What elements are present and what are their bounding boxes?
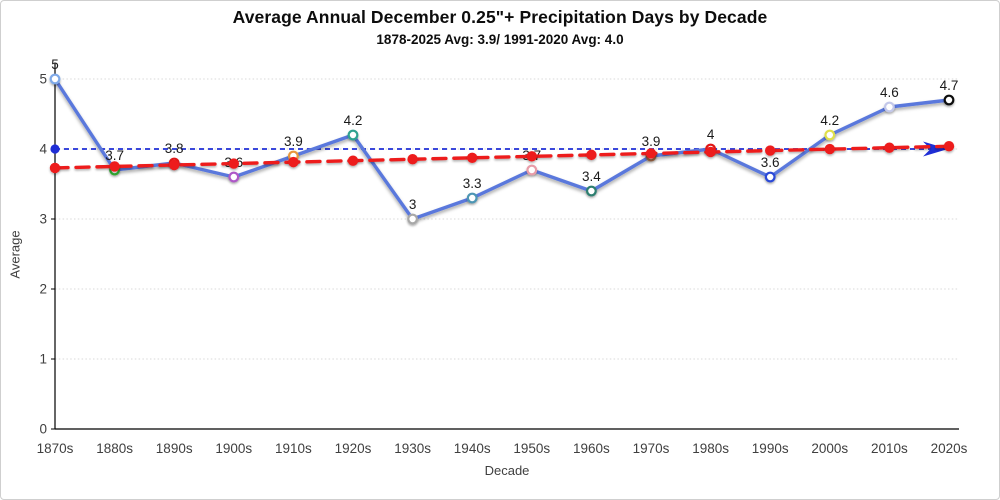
- trend-point-dot: [228, 158, 239, 169]
- data-point-marker: [764, 171, 776, 183]
- data-point-marker: [407, 213, 419, 225]
- x-tick-label: 1880s: [96, 441, 133, 456]
- data-point-marker: [347, 129, 359, 141]
- x-tick-label: 1890s: [156, 441, 193, 456]
- x-tick-label: 1930s: [394, 441, 431, 456]
- tick-labels: 0 1 2 3 4 5 1870s 1880s 1890s 1900s 1910s 1920s 1930…: [37, 72, 968, 457]
- data-point-marker: [586, 185, 597, 197]
- trend-point-dot: [526, 151, 537, 162]
- data-label: 5: [51, 57, 59, 72]
- trend-point-dot: [705, 146, 716, 158]
- y-tick-label: 5: [39, 72, 47, 87]
- x-tick-label: 1900s: [215, 441, 252, 456]
- reference-line-start-dot: [50, 144, 60, 154]
- data-point-marker: [526, 164, 538, 176]
- chart-subtitle: 1878-2025 Avg: 3.9/ 1991-2020 Avg: 4.0: [376, 32, 624, 47]
- trend-line-group: [49, 141, 955, 174]
- data-label: 4.2: [820, 113, 839, 128]
- x-tick-label: 1990s: [752, 441, 789, 456]
- data-point-marker: [884, 101, 895, 113]
- data-label: 3.7: [105, 148, 124, 163]
- data-point-marker: [228, 171, 240, 183]
- data-label: 4: [707, 127, 715, 142]
- trend-point-dot: [824, 143, 835, 155]
- y-tick-label: 2: [39, 282, 47, 297]
- data-labels-group: 53.73.83.63.94.233.33.73.43.943.64.24.64…: [51, 57, 958, 212]
- reference-line-arrow-icon: [923, 141, 948, 157]
- x-tick-label: 1970s: [633, 441, 670, 456]
- series-line: [53, 77, 951, 221]
- x-tick-label: 2020s: [931, 441, 968, 456]
- chart-title: Average Annual December 0.25"+ Precipita…: [232, 7, 768, 27]
- trend-point-dot: [288, 156, 299, 168]
- data-point-marker: [49, 73, 61, 85]
- data-label: 3: [409, 197, 417, 212]
- trend-point-dot: [586, 149, 597, 161]
- data-label: 3.3: [463, 176, 482, 191]
- trend-point-dot: [407, 154, 418, 165]
- trend-point-dot: [49, 162, 61, 174]
- x-axis-title: Decade: [484, 463, 530, 478]
- data-label: 3.9: [284, 134, 303, 149]
- trend-point-dot: [943, 141, 955, 152]
- trend-point-dot: [109, 161, 120, 172]
- x-tick-label: 1910s: [275, 441, 312, 456]
- data-label: 3.4: [582, 169, 601, 184]
- data-point-marker: [466, 192, 478, 204]
- x-tick-label: 1950s: [513, 441, 550, 456]
- x-tick-label: 2010s: [871, 441, 908, 456]
- y-tick-label: 0: [39, 422, 47, 437]
- x-tick-label: 1960s: [573, 441, 610, 456]
- trend-point-dot: [765, 145, 776, 156]
- data-point-marker: [943, 94, 955, 106]
- trend-point-dot: [169, 159, 180, 171]
- x-tick-label: 1980s: [692, 441, 729, 456]
- x-tick-label: 2000s: [811, 441, 848, 456]
- data-label: 3.6: [761, 155, 780, 170]
- x-tick-label: 1920s: [335, 441, 372, 456]
- trend-point-dot: [467, 152, 478, 163]
- trend-point-dot: [645, 148, 657, 159]
- y-tick-label: 4: [39, 142, 47, 157]
- data-label: 4.2: [344, 113, 363, 128]
- y-tick-label: 1: [39, 352, 47, 367]
- x-tick-label: 1870s: [37, 441, 74, 456]
- data-label: 3.8: [165, 141, 184, 156]
- data-point-marker: [824, 129, 836, 141]
- x-tick-label: 1940s: [454, 441, 491, 456]
- data-label: 3.9: [642, 134, 661, 149]
- trend-line: [53, 144, 953, 170]
- data-label: 4.7: [940, 78, 959, 93]
- data-label: 4.6: [880, 85, 899, 100]
- y-tick-label: 3: [39, 212, 47, 227]
- trend-point-dot: [884, 142, 895, 153]
- trend-point-dot: [347, 155, 359, 166]
